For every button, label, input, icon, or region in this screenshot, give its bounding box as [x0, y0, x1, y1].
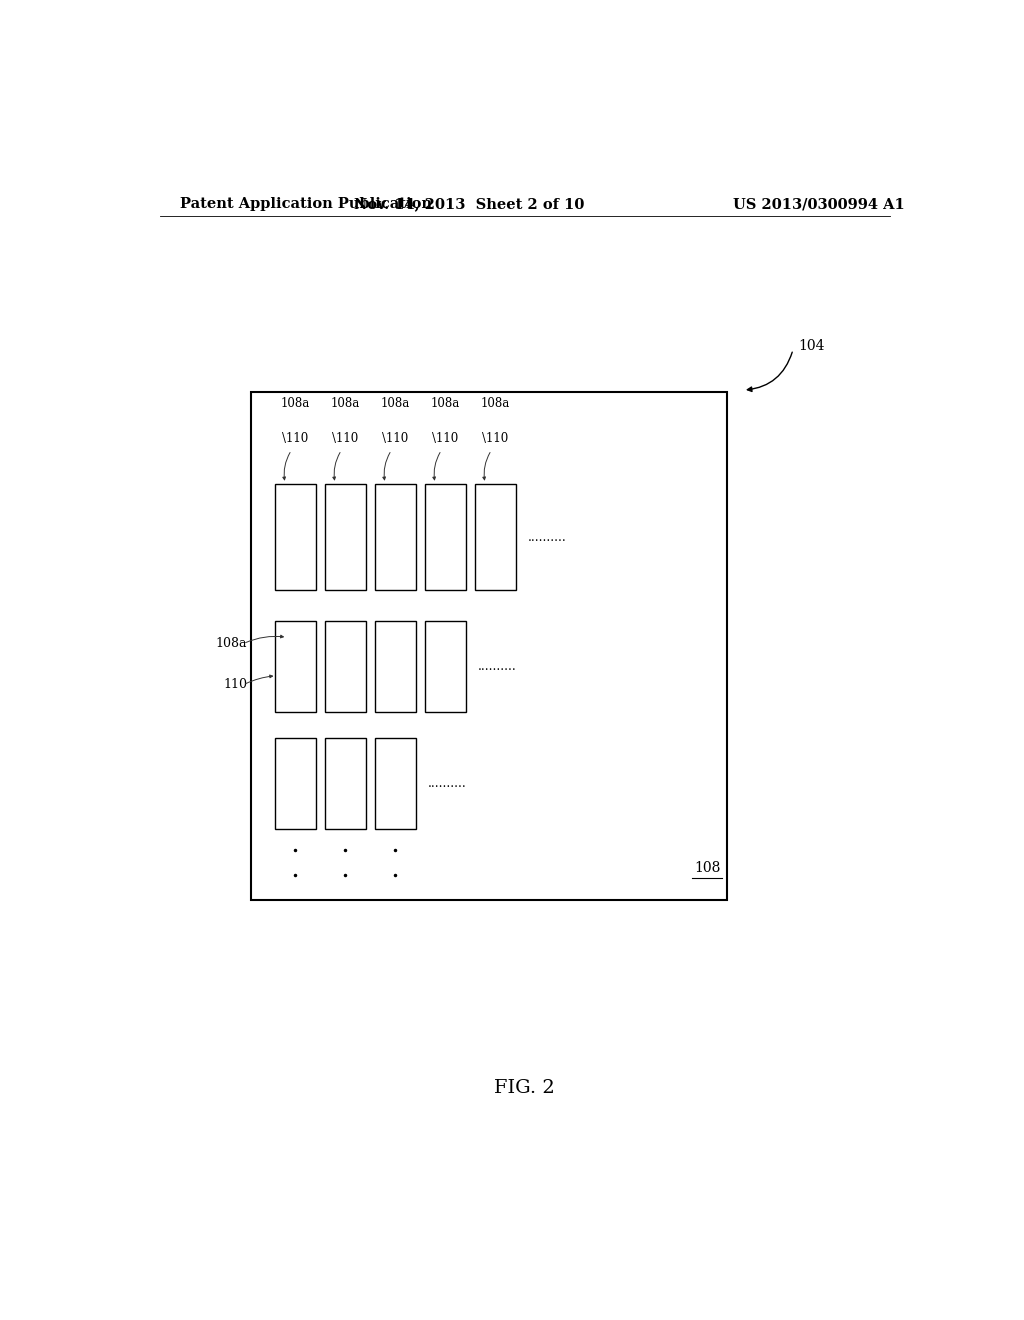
Bar [375, 483, 416, 590]
Text: Patent Application Publication: Patent Application Publication [179, 197, 431, 211]
Bar [251, 392, 727, 900]
Text: ..........: .......... [428, 777, 467, 789]
Text: \110: \110 [333, 432, 358, 445]
Bar [274, 483, 316, 590]
Text: 108a: 108a [381, 397, 410, 411]
Bar [475, 483, 516, 590]
Text: US 2013/0300994 A1: US 2013/0300994 A1 [732, 197, 904, 211]
Bar [425, 620, 466, 713]
Text: 108: 108 [694, 861, 721, 875]
Bar [325, 483, 367, 590]
Text: \110: \110 [482, 432, 509, 445]
Text: ..........: .......... [478, 660, 517, 673]
Text: 108a: 108a [281, 397, 310, 411]
Text: 108a: 108a [215, 638, 247, 651]
Text: 104: 104 [799, 339, 825, 354]
Text: 108a: 108a [481, 397, 510, 411]
Text: \110: \110 [382, 432, 409, 445]
Text: 110: 110 [223, 678, 247, 692]
Bar [375, 620, 416, 713]
Text: 108a: 108a [431, 397, 460, 411]
Bar [274, 620, 316, 713]
Text: \110: \110 [432, 432, 459, 445]
Text: \110: \110 [283, 432, 308, 445]
Bar [325, 738, 367, 829]
Text: 108a: 108a [331, 397, 360, 411]
Text: Nov. 14, 2013  Sheet 2 of 10: Nov. 14, 2013 Sheet 2 of 10 [354, 197, 585, 211]
Text: ..........: .......... [528, 531, 566, 544]
Bar [274, 738, 316, 829]
Bar [325, 620, 367, 713]
Bar [375, 738, 416, 829]
Text: FIG. 2: FIG. 2 [495, 1080, 555, 1097]
Bar [425, 483, 466, 590]
